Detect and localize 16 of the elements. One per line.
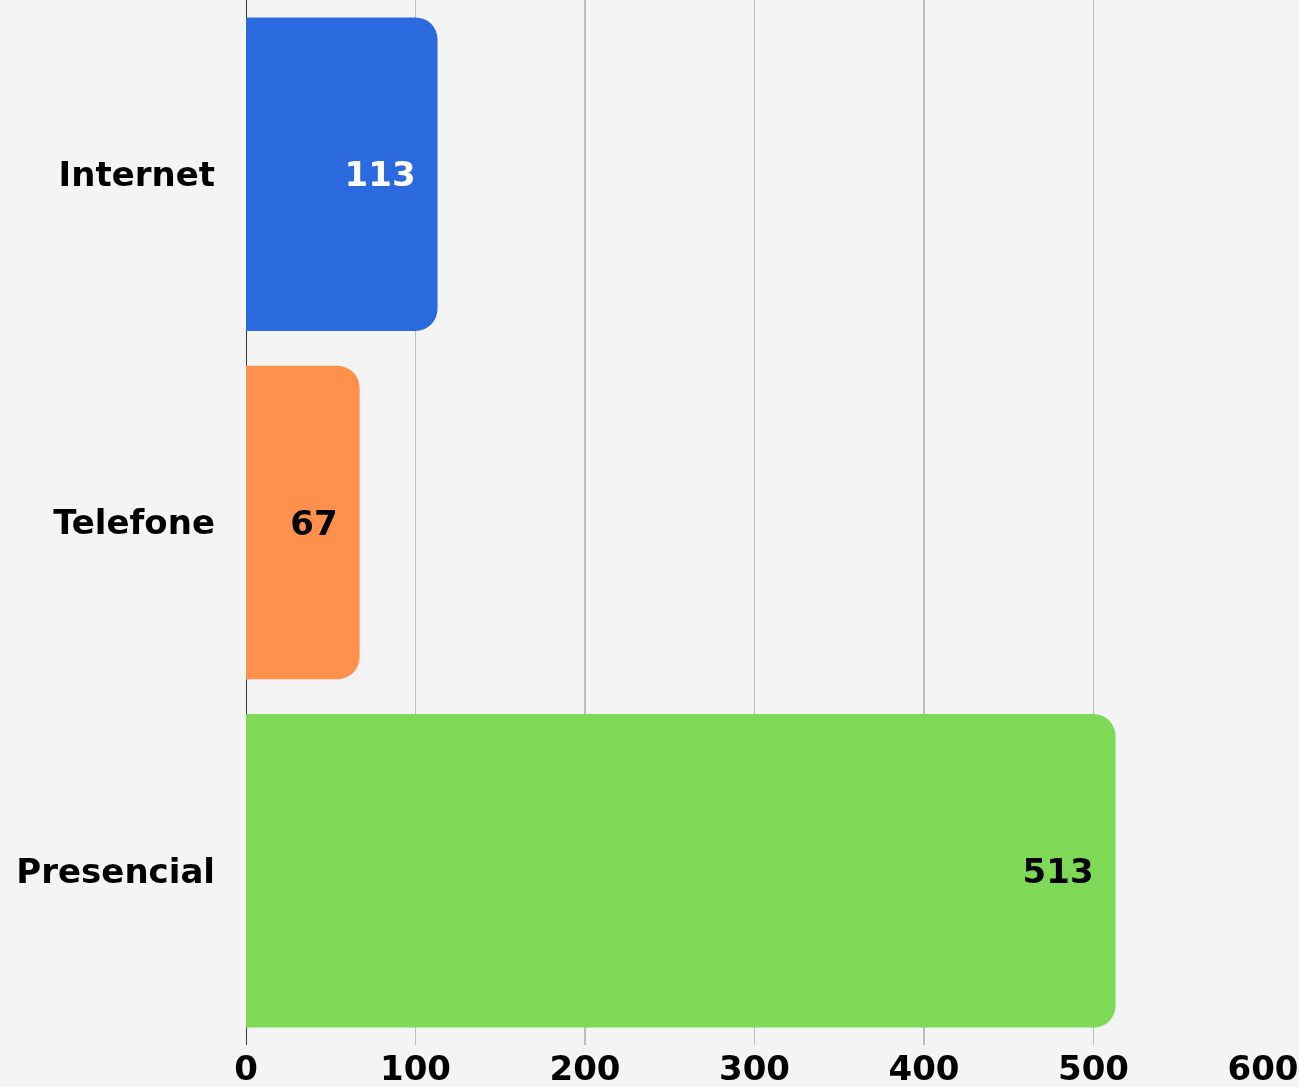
- y-tick-label: Presencial: [16, 850, 215, 891]
- bar: [246, 17, 438, 331]
- x-tick-label: 600: [1227, 1048, 1299, 1087]
- x-tick-label: 500: [1058, 1048, 1129, 1087]
- x-tick-label: 400: [888, 1048, 960, 1087]
- x-tick-label: 100: [380, 1048, 451, 1087]
- x-tick-label: 200: [549, 1048, 621, 1087]
- data-label: 113: [344, 154, 416, 195]
- bar: [246, 714, 1116, 1028]
- x-tick-label: 0: [234, 1048, 258, 1087]
- y-tick-label: Telefone: [53, 502, 215, 543]
- data-label: 67: [290, 502, 338, 543]
- x-tick-label: 300: [719, 1048, 790, 1087]
- y-tick-label: Internet: [58, 154, 215, 195]
- data-label: 513: [1022, 850, 1094, 891]
- bar: [246, 365, 360, 680]
